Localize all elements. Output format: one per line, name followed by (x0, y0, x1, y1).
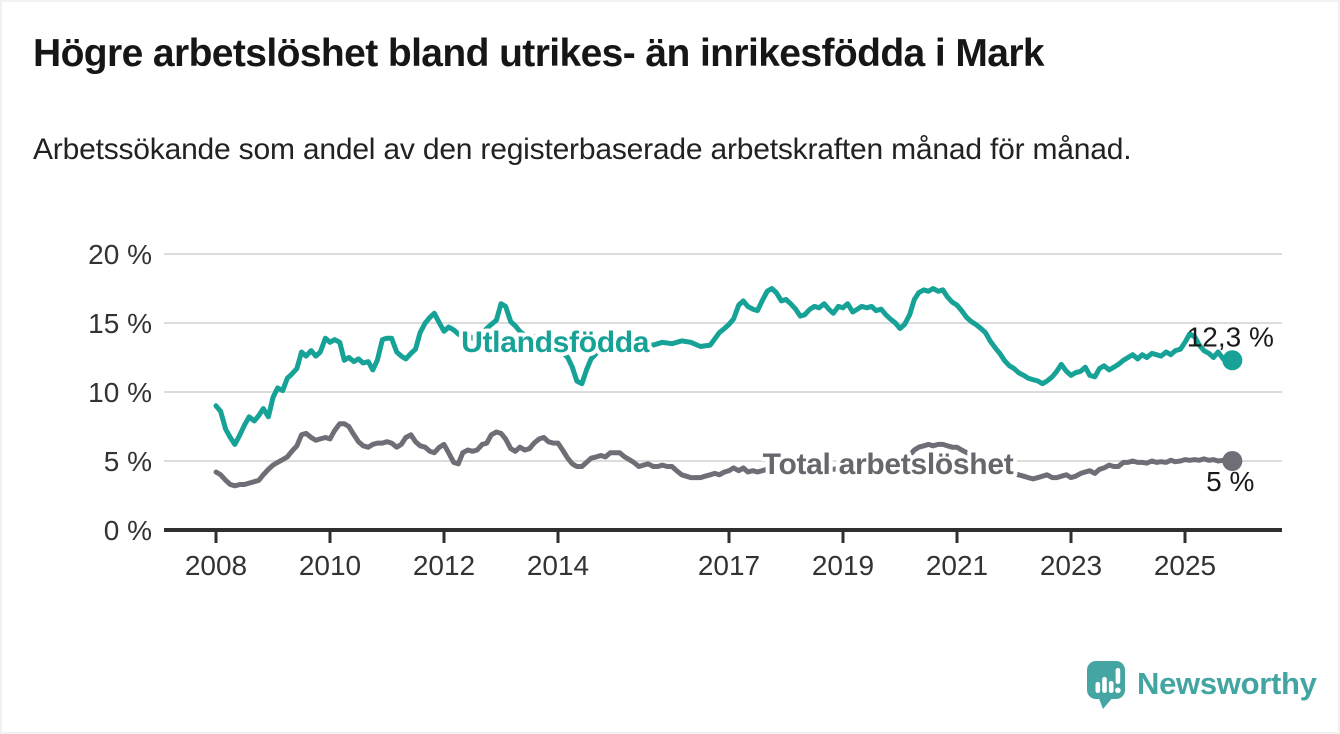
series-end-value-label: 12,3 % (1187, 321, 1274, 352)
x-axis-tick-label: 2021 (926, 550, 988, 581)
series-line-total-arbetsl-shet (213, 421, 1235, 489)
newsworthy-logo-icon (1087, 661, 1125, 709)
x-axis-tick-label: 2008 (185, 550, 247, 581)
x-axis-tick-label: 2023 (1040, 550, 1102, 581)
series-line-utlandsf-dda (213, 286, 1235, 447)
x-axis-tick-label: 2025 (1154, 550, 1216, 581)
series-label: Utlandsfödda (461, 326, 650, 359)
y-axis-tick-label: 0 % (104, 515, 152, 546)
x-axis-tick-label: 2019 (812, 550, 874, 581)
y-axis-tick-label: 10 % (88, 377, 152, 408)
y-axis-tick-label: 5 % (104, 446, 152, 477)
x-axis-tick-label: 2012 (413, 550, 475, 581)
page-title: Högre arbetslöshet bland utrikes- än inr… (33, 32, 1045, 75)
newsworthy-logo: Newsworthy (1086, 658, 1317, 710)
series-label: Total arbetslöshet (763, 448, 1014, 481)
series-end-value-label: 5 % (1206, 466, 1254, 497)
series-end-dot (1222, 451, 1243, 471)
series-end-dot (1222, 350, 1243, 371)
x-axis-tick-label: 2017 (698, 550, 760, 581)
x-axis-tick-label: 2014 (527, 550, 589, 581)
y-axis-tick-label: 15 % (88, 308, 152, 339)
page-subtitle: Arbetssökande som andel av den registerb… (33, 133, 1132, 166)
x-axis-tick-label: 2010 (299, 550, 361, 581)
newsworthy-logo-text: Newsworthy (1137, 666, 1317, 701)
y-axis-tick-label: 20 % (88, 239, 152, 270)
